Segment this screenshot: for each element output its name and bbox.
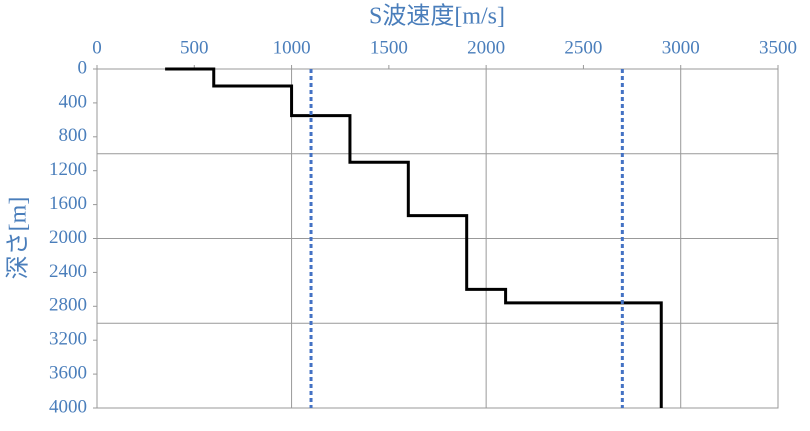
y-tick-label: 2400 [49, 261, 87, 282]
y-tick-label: 400 [59, 91, 88, 112]
x-tick-label: 0 [92, 37, 102, 58]
y-tick-label: 800 [59, 125, 88, 146]
y-tick-label: 1600 [49, 193, 87, 214]
x-tick-label: 3500 [759, 37, 797, 58]
y-tick-label: 3200 [49, 329, 87, 350]
x-tick-label: 2000 [467, 37, 505, 58]
x-axis-title: S波速度[m/s] [369, 3, 505, 30]
x-tick-label: 2500 [564, 37, 602, 58]
x-tick-label: 1500 [370, 37, 408, 58]
series-line [165, 67, 663, 408]
y-axis-title: 深さ[m] [5, 197, 32, 280]
y-tick-label: 2800 [49, 295, 87, 316]
y-tick-label: 1200 [49, 159, 87, 180]
y-tick-label: 4000 [49, 396, 87, 417]
x-tick-label: 3000 [662, 37, 700, 58]
y-tick-label: 3600 [49, 362, 87, 383]
x-tick-label: 1000 [273, 37, 311, 58]
y-tick-label: 2000 [49, 227, 87, 248]
y-tick-label: 0 [78, 57, 88, 78]
x-tick-label: 500 [180, 37, 209, 58]
